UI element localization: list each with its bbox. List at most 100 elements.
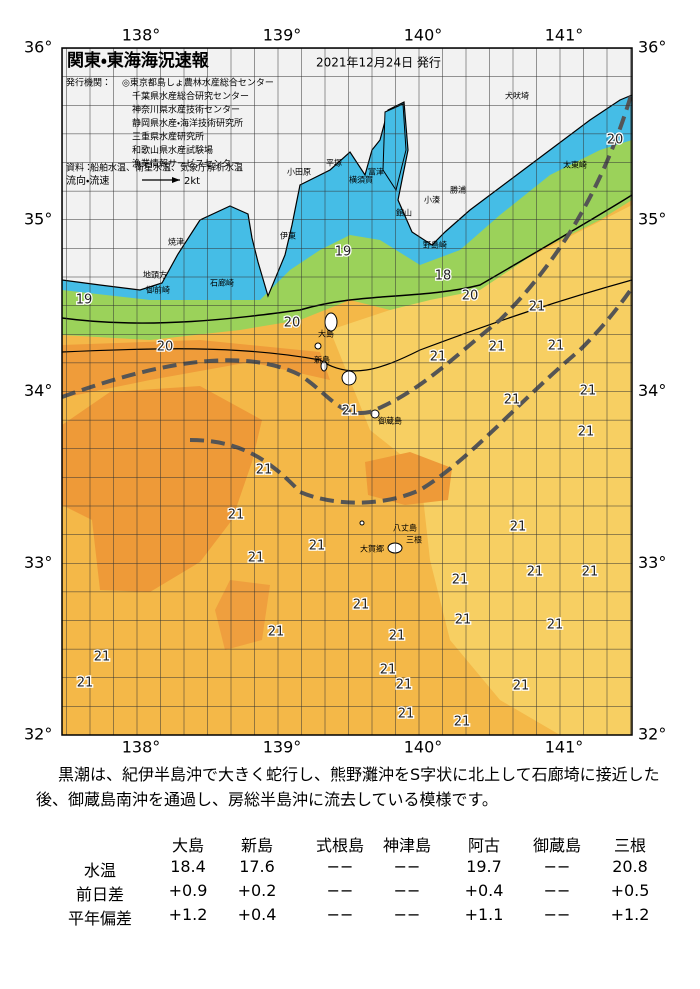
warm-region — [215, 580, 270, 650]
warm-region — [365, 452, 452, 505]
isotherm-label: 21 — [510, 520, 527, 535]
latitude-label: 35° — [24, 209, 52, 228]
labels: 138° 138° 139° 139° 140° 140° 141° 141° 36° 36° 35… — [24, 26, 666, 757]
isotherm-label: 19 — [335, 245, 352, 260]
isotherm-label: 21 — [389, 629, 406, 644]
isotherm-label: 21 — [548, 339, 565, 354]
table-cell: −− — [326, 857, 354, 876]
island — [314, 342, 322, 350]
table-cell: −− — [543, 905, 571, 924]
kuroshio-axis — [189, 286, 632, 505]
latitude-label: 35° — [638, 209, 666, 228]
place-name: 大島 — [318, 329, 334, 339]
isotherm-label: 21 — [396, 678, 413, 693]
latitude-label: 34° — [24, 381, 52, 400]
table-cell: 17.6 — [239, 857, 275, 876]
island — [387, 542, 403, 554]
latitude-label: 32° — [24, 725, 52, 744]
isotherm-label: 21 — [353, 598, 370, 613]
place-name: 焼津 — [168, 237, 184, 247]
table-cell: −− — [393, 905, 421, 924]
place-name: 横須賀 — [349, 175, 373, 185]
place-name: 勝浦 — [450, 185, 466, 195]
place-name: 小田原 — [287, 168, 311, 177]
longitude-label: 138° — [122, 738, 161, 757]
longitude-label: 139° — [263, 26, 302, 45]
issuer: 静岡県水産・海洋技術研究所 — [132, 117, 243, 129]
isotherm-label: 21 — [77, 676, 94, 691]
column-header: 神津島 — [382, 836, 431, 855]
longitude-label: 140° — [404, 738, 443, 757]
sea-condition-map: 138° 138° 139° 139° 140° 140° 141° 141° 36° 36° 35… — [24, 26, 666, 757]
isotherm-label: 21 — [430, 350, 447, 365]
island — [370, 409, 380, 419]
place-name: 八丈島 — [393, 523, 417, 533]
column-header: 式根島 — [315, 836, 364, 855]
scale-arrow-head — [172, 177, 180, 183]
issuer: 和歌山県水産試験場 — [132, 144, 213, 156]
issuer: 三重県水産研究所 — [132, 131, 204, 143]
isotherm-label: 21 — [268, 625, 285, 640]
place-name: 地頭方 — [143, 270, 167, 280]
table-cell: +1.1 — [464, 905, 504, 924]
table-cell: −− — [393, 881, 421, 900]
isotherm-label: 21 — [454, 715, 471, 730]
row-label: 平年偏差 — [67, 909, 132, 928]
latitude-label: 32° — [638, 725, 666, 744]
islands — [314, 312, 403, 554]
latitude-label: 36° — [24, 38, 52, 57]
source-label: 資料： — [66, 162, 93, 174]
grid — [62, 48, 632, 735]
isotherm-label: 21 — [513, 679, 530, 694]
place-name: 犬吠埼 — [505, 91, 529, 101]
place-name: 新島 — [314, 355, 330, 365]
table-cell: −− — [326, 905, 354, 924]
table-cell: −− — [543, 857, 571, 876]
latitude-label: 33° — [24, 553, 52, 572]
map-title: 関東・東海海況速報 — [67, 50, 210, 71]
island — [324, 312, 338, 332]
place-name: 石廊崎 — [210, 278, 234, 288]
place-name: 御蔵島 — [378, 416, 402, 426]
current-label: 流向・流速 — [66, 174, 109, 187]
map-frame — [61, 47, 633, 736]
isotherm-label: 21 — [455, 613, 472, 628]
scale-label: 2kt — [184, 176, 200, 187]
longitude-label: 140° — [404, 26, 443, 45]
isotherm — [62, 194, 632, 324]
longitude-label: 139° — [263, 738, 302, 757]
table-cell: +0.2 — [237, 881, 277, 900]
isotherm-label: 21 — [94, 650, 111, 665]
island — [320, 360, 328, 372]
column-header: 御蔵島 — [532, 836, 581, 855]
isotherm-label: 19 — [76, 293, 93, 308]
place-name: 太東崎 — [563, 160, 587, 170]
isotherm-label: 21 — [256, 463, 273, 478]
sources: 船舶水温、衛星水温、気象庁解析水温 — [90, 162, 243, 174]
isotherm-label: 21 — [580, 384, 597, 399]
place-name: 野島崎 — [423, 240, 447, 250]
table-cell: 20.8 — [612, 857, 648, 876]
warm-region — [62, 386, 262, 592]
issuer: 漁業情報サービスセンター — [132, 158, 240, 170]
latitude-label: 34° — [638, 381, 666, 400]
row-label: 水温 — [83, 861, 116, 880]
isotherm — [62, 279, 632, 372]
table-cell: +0.5 — [610, 881, 650, 900]
issuer: 神奈川県水産技術センター — [132, 104, 240, 116]
isotherm-label: 21 — [248, 551, 265, 566]
longitude-label: 141° — [545, 26, 584, 45]
place-name: 御前崎 — [146, 285, 170, 295]
warm-tongue — [62, 340, 330, 398]
table-cell: −− — [393, 857, 421, 876]
table-cell: 18.4 — [170, 857, 206, 876]
kuroshio-axis — [62, 91, 632, 415]
isotherm-label: 21 — [452, 573, 469, 588]
isotherm-label: 21 — [527, 565, 544, 580]
longitude-label: 141° — [545, 738, 584, 757]
island — [359, 520, 365, 526]
place-name: 伊東 — [280, 231, 296, 241]
column-header: 大島 — [171, 836, 204, 855]
isotherm-label: 21 — [228, 508, 245, 523]
place-name: 小湊 — [424, 195, 440, 205]
